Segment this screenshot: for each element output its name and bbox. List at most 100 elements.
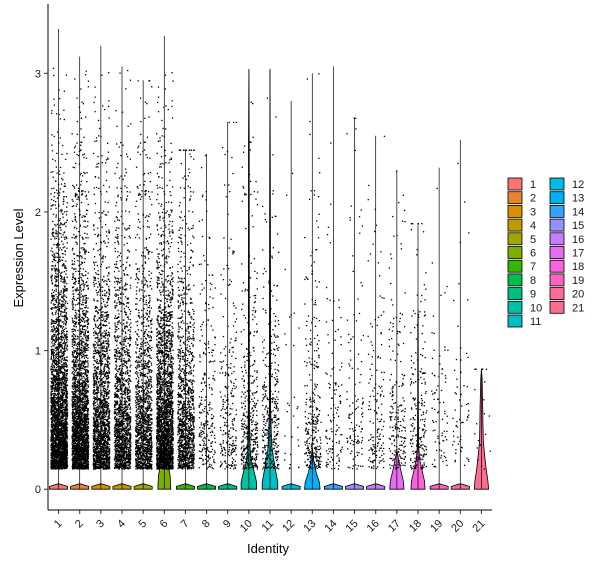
- jitter-points-8: [198, 154, 217, 470]
- violin-cluster-13: [304, 73, 322, 490]
- legend-item-20: 20: [549, 287, 584, 301]
- x-tick-label-2: 2: [73, 518, 86, 531]
- x-tick-label-6: 6: [158, 518, 171, 531]
- violin-cluster-20: [450, 139, 470, 490]
- legend-item-13: 13: [549, 191, 584, 205]
- y-tick-label-2: 2: [35, 207, 41, 219]
- x-tick-label-1: 1: [52, 518, 65, 531]
- legend-label-19: 19: [572, 275, 584, 287]
- violin-cluster-11: [261, 69, 280, 490]
- x-tick-label-12: 12: [280, 518, 297, 535]
- legend-key-13: [549, 191, 565, 205]
- plot-area: 1 2 3 4 5 6 7 8 9 10 11 12 13 14 15 16 17 18 19 20 21: [44, 4, 492, 535]
- jitter-points-11: [261, 97, 280, 470]
- legend-label-17: 17: [572, 248, 584, 260]
- legend-label-1: 1: [530, 179, 536, 191]
- jitter-points-9: [219, 121, 238, 470]
- legend-label-18: 18: [572, 261, 584, 273]
- legend-key-5: [507, 232, 523, 246]
- legend-label-16: 16: [572, 234, 584, 246]
- legend-key-4: [507, 218, 523, 232]
- legend-label-6: 6: [530, 248, 536, 260]
- legend-label-20: 20: [572, 289, 584, 301]
- violin-cluster-16: [366, 135, 386, 490]
- x-tick-label-21: 21: [470, 518, 487, 535]
- violin-cluster-7: [175, 149, 195, 490]
- legend-label-14: 14: [572, 206, 584, 218]
- x-tick-label-10: 10: [238, 518, 255, 535]
- jitter-points-13: [304, 73, 322, 470]
- violin-cluster-10: [240, 69, 259, 490]
- violin-cluster-21: [473, 368, 491, 490]
- legend-key-8: [507, 273, 523, 287]
- violin-cluster-1: [49, 28, 69, 490]
- legend-key-10: [507, 300, 523, 314]
- x-tick-label-4: 4: [115, 518, 128, 531]
- legend-item-21: 21: [549, 300, 584, 314]
- legend-key-7: [507, 259, 523, 273]
- jitter-points-2: [71, 70, 90, 470]
- legend-label-15: 15: [572, 220, 584, 232]
- legend-key-2: [507, 191, 523, 205]
- legend-label-4: 4: [530, 220, 536, 232]
- x-tick-label-8: 8: [200, 518, 213, 531]
- legend-label-21: 21: [572, 302, 584, 314]
- legend-key-15: [549, 218, 565, 232]
- legend-label-3: 3: [530, 206, 536, 218]
- legend-label-13: 13: [572, 193, 584, 205]
- jitter-points-1: [50, 67, 69, 470]
- legend-key-11: [507, 314, 523, 328]
- x-tick-label-16: 16: [365, 518, 382, 535]
- violin-cluster-15: [345, 117, 365, 490]
- y-tick-label-0: 0: [35, 484, 41, 496]
- x-tick-label-18: 18: [407, 518, 424, 535]
- legend-item-16: 16: [549, 232, 584, 246]
- x-tick-label-14: 14: [322, 518, 339, 535]
- legend-label-11: 11: [530, 316, 541, 328]
- x-tick-label-17: 17: [386, 518, 403, 535]
- legend-item-4: 4: [507, 218, 536, 232]
- legend-item-8: 8: [507, 273, 536, 287]
- violin-cluster-4: [112, 66, 132, 490]
- violin-cluster-12: [281, 101, 301, 490]
- violin-cluster-19: [429, 167, 449, 490]
- x-tick-label-7: 7: [179, 518, 192, 531]
- violin-cluster-17: [388, 170, 407, 490]
- jitter-points-15: [346, 117, 364, 470]
- legend-item-1: 1: [507, 177, 536, 191]
- legend-item-18: 18: [549, 259, 584, 273]
- legend-key-9: [507, 287, 523, 301]
- violin-cluster-9: [218, 121, 238, 490]
- legend-item-2: 2: [507, 191, 536, 205]
- jitter-points-20: [452, 162, 470, 466]
- legend-key-16: [549, 232, 565, 246]
- jitter-points-12: [284, 172, 300, 470]
- legend-item-15: 15: [549, 218, 584, 232]
- jitter-points-3: [92, 72, 111, 470]
- legend-item-14: 14: [549, 204, 584, 218]
- y-tick-label-1: 1: [35, 346, 41, 358]
- legend-item-12: 12: [549, 177, 584, 191]
- jitter-points-6: [156, 72, 174, 470]
- violin-cluster-5: [133, 80, 153, 490]
- jitter-points-10: [240, 101, 259, 470]
- jitter-points-16: [367, 135, 386, 470]
- x-tick-label-5: 5: [136, 518, 149, 531]
- jitter-points-4: [113, 69, 132, 470]
- legend-key-17: [549, 246, 565, 259]
- violin-cluster-8: [197, 153, 217, 490]
- legend-key-6: [507, 246, 523, 259]
- x-tick-label-13: 13: [301, 518, 318, 535]
- legend-key-12: [549, 177, 565, 191]
- legend-label-12: 12: [572, 179, 584, 191]
- legend-item-7: 7: [507, 259, 536, 273]
- y-axis-title: Expression Level: [11, 208, 26, 307]
- x-tick-label-11: 11: [260, 518, 277, 535]
- legend-label-10: 10: [530, 302, 542, 314]
- violin-cluster-3: [91, 45, 111, 490]
- legend-item-19: 19: [549, 273, 584, 287]
- x-tick-label-15: 15: [344, 518, 361, 535]
- legend-item-17: 17: [549, 246, 584, 260]
- legend-label-2: 2: [530, 193, 536, 205]
